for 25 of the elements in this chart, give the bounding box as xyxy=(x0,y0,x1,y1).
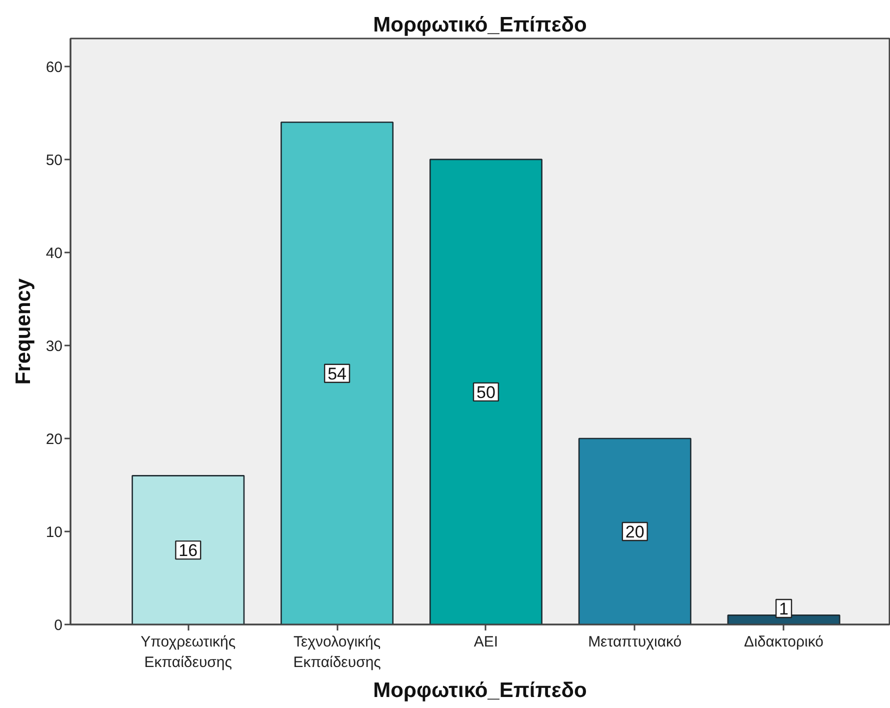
x-tick-label: Διδακτορικό xyxy=(744,634,824,650)
x-tick-label: ΑΕΙ xyxy=(474,634,498,650)
data-label: 16 xyxy=(178,541,198,560)
y-tick-label: 20 xyxy=(46,430,63,448)
x-tick-label: Υποχρεωτικής Εκπαίδευσης xyxy=(140,634,236,671)
y-tick-label: 40 xyxy=(46,244,63,262)
y-tick-label: 30 xyxy=(46,338,63,355)
bar xyxy=(280,122,394,624)
y-tick-label: 60 xyxy=(46,58,63,76)
y-tick-label: 50 xyxy=(46,152,63,169)
data-label: 1 xyxy=(779,600,789,618)
y-tick-label: 0 xyxy=(54,617,62,634)
chart-title: Μορφωτικό_Επίπεδο xyxy=(373,14,587,36)
data-label: 20 xyxy=(625,522,644,542)
bar xyxy=(727,614,840,624)
bar xyxy=(429,158,542,624)
bar xyxy=(132,475,245,624)
y-axis-title: Frequency xyxy=(12,278,35,385)
x-tick-label: Τεχνολογικής Εκπαίδευσης xyxy=(293,634,381,671)
data-label: 54 xyxy=(328,364,347,384)
x-axis-title: Μορφωτικό_Επίπεδο xyxy=(373,678,587,702)
y-tick-label: 10 xyxy=(46,524,63,541)
data-label: 50 xyxy=(476,382,496,402)
x-tick-label: Μεταπτυχιακό xyxy=(588,634,682,650)
bar xyxy=(578,438,692,624)
